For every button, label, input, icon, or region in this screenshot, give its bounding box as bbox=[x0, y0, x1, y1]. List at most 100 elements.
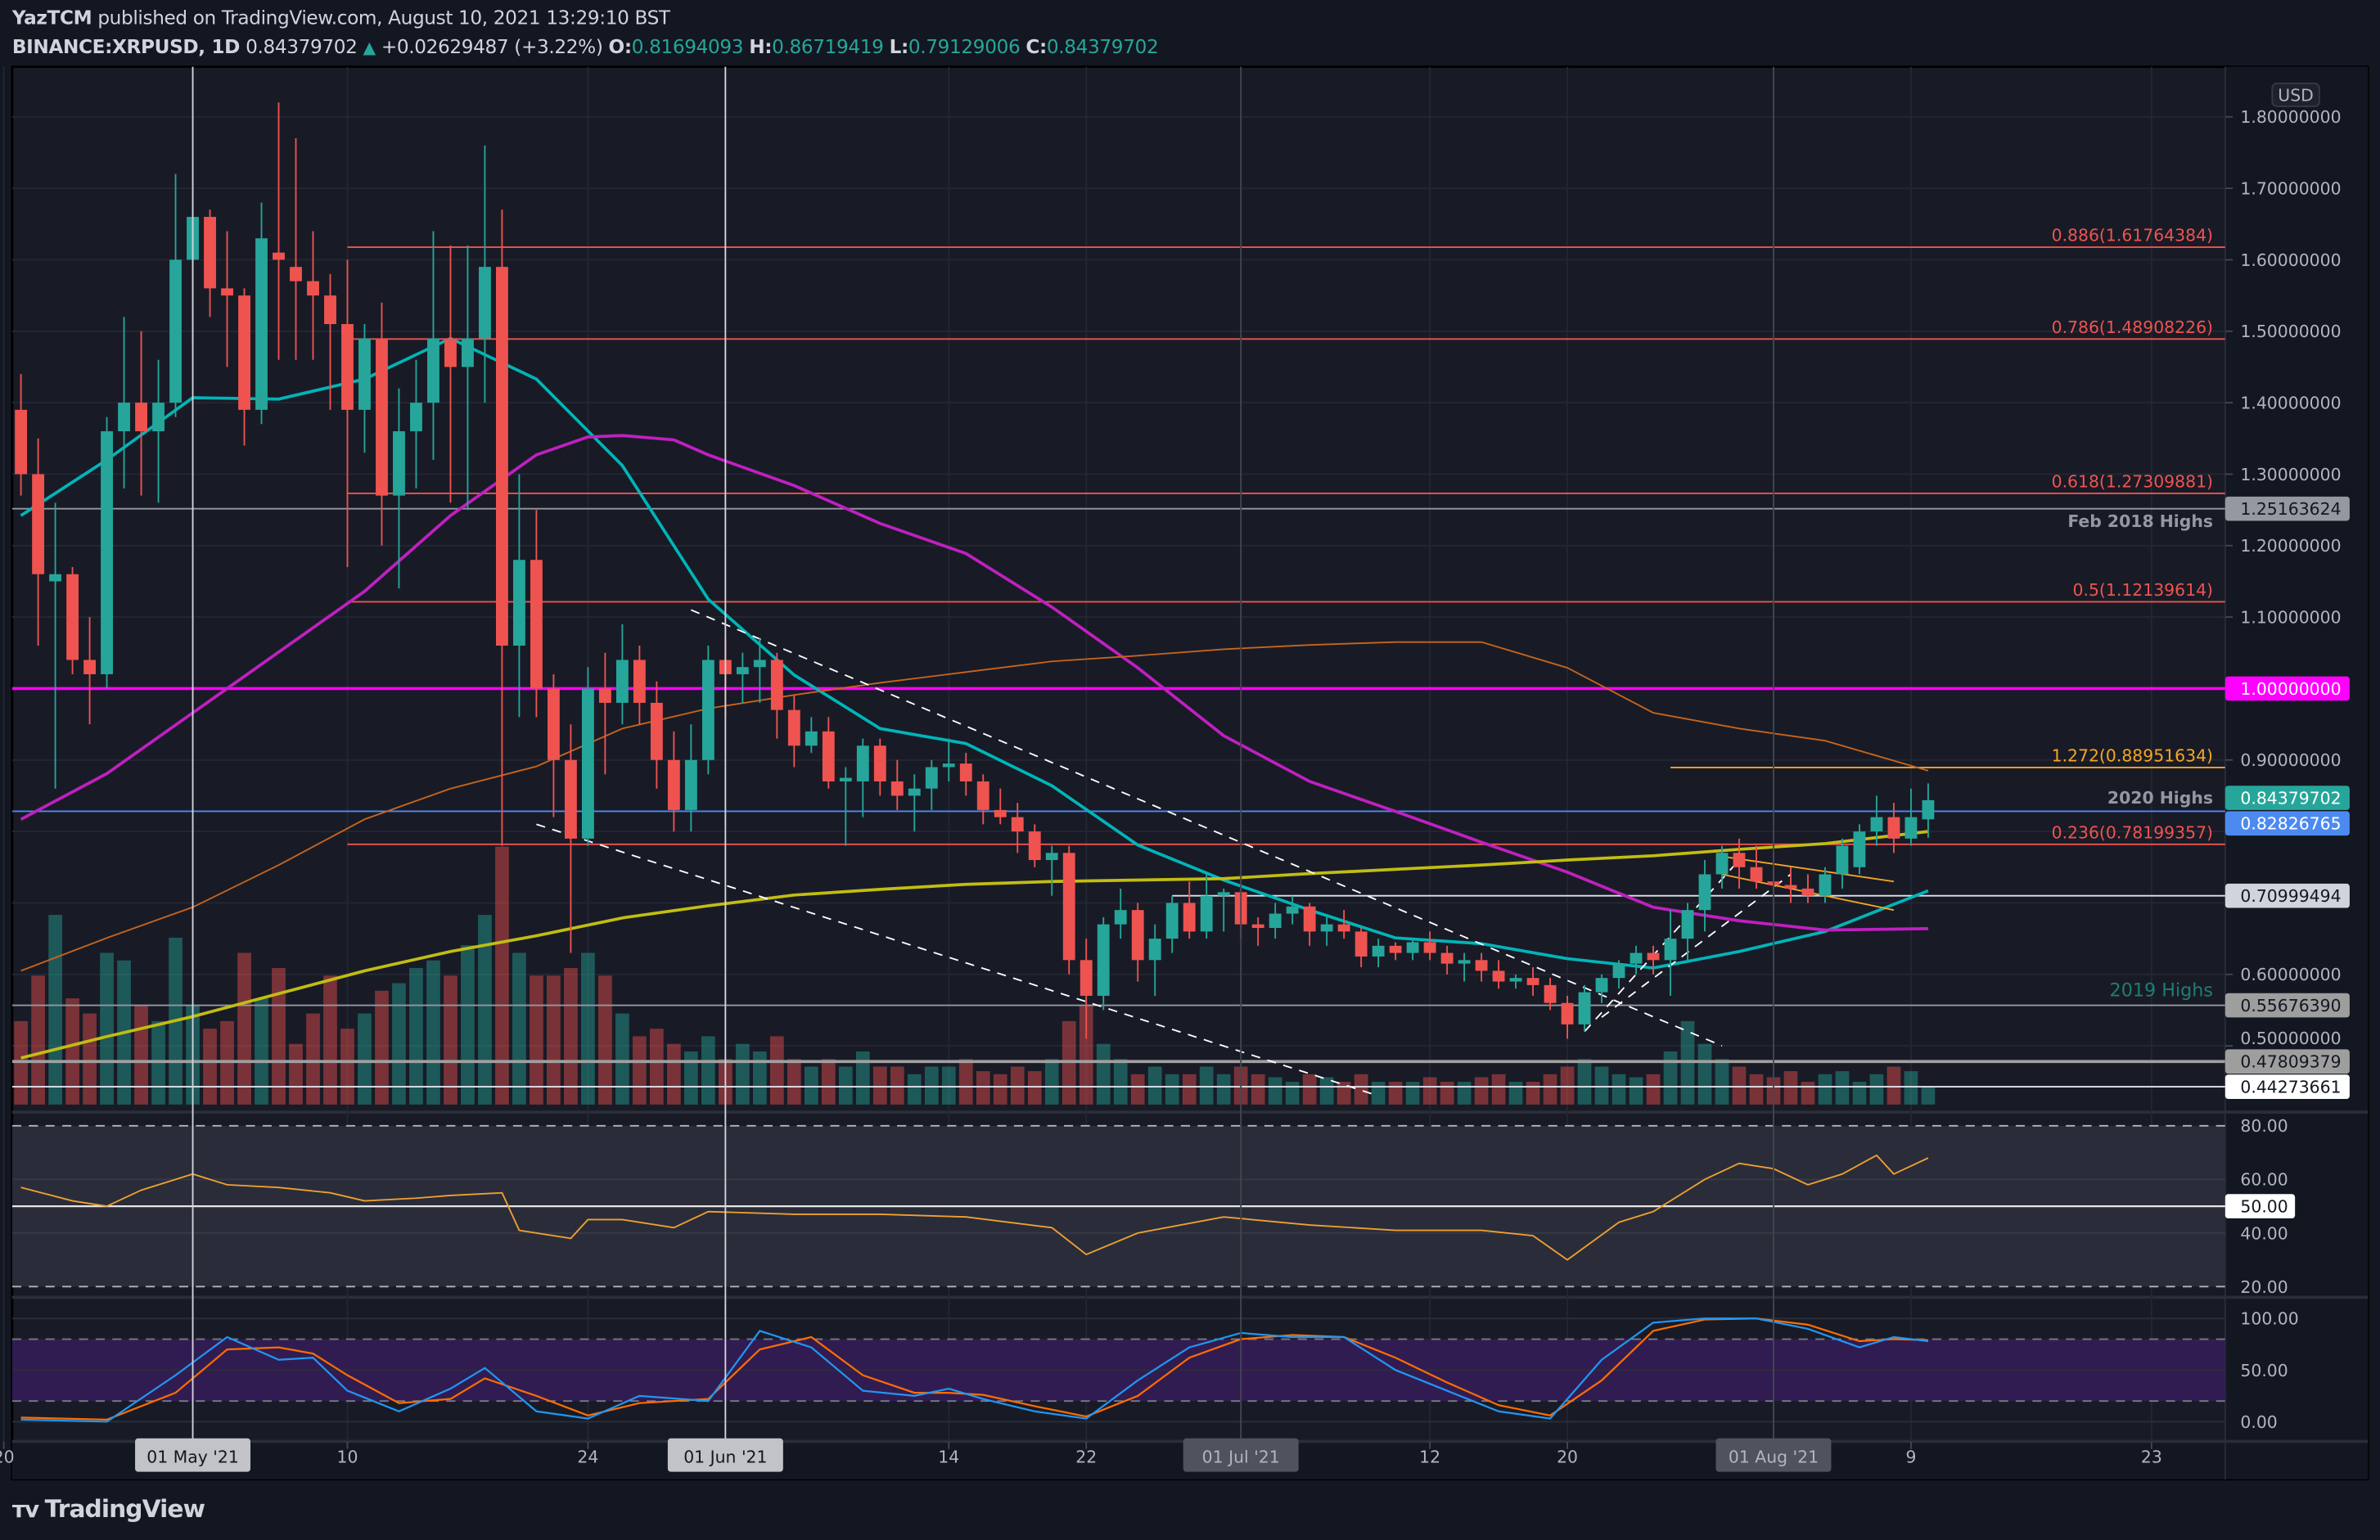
candle bbox=[1681, 903, 1694, 961]
candle-body bbox=[1629, 952, 1643, 964]
volume-bar bbox=[1491, 1074, 1506, 1105]
volume-bar bbox=[1869, 1074, 1884, 1105]
candle bbox=[427, 231, 439, 460]
candle bbox=[15, 374, 28, 496]
price-badge-label: 0.84379702 bbox=[2240, 788, 2341, 808]
candle bbox=[444, 245, 457, 503]
candle-body bbox=[1114, 910, 1127, 925]
price-pane: 0.886(1.61764384) 0.786(1.48908226) 0.618(… bbox=[11, 102, 2225, 1105]
volume-bar bbox=[598, 975, 612, 1105]
up-arrow-icon: ▲ bbox=[363, 38, 376, 58]
candle-body bbox=[1836, 845, 1849, 875]
candle-body bbox=[1372, 945, 1385, 957]
candle-body bbox=[925, 767, 938, 789]
candle-body bbox=[358, 338, 371, 410]
symbol-interval[interactable]: BINANCE:XRPUSD, 1D bbox=[11, 34, 241, 58]
rsi-tick-label: 60.00 bbox=[2240, 1170, 2288, 1190]
stoch-d-line bbox=[20, 1317, 1928, 1421]
volume-bar bbox=[615, 1013, 629, 1105]
volume-bar bbox=[1027, 1071, 1042, 1105]
volume-bar bbox=[1147, 1066, 1162, 1105]
candle-body bbox=[959, 763, 972, 781]
volume-bar bbox=[633, 1036, 647, 1105]
volume-bar bbox=[1818, 1074, 1832, 1105]
trendline[interactable] bbox=[536, 823, 1379, 1097]
candle-body bbox=[890, 781, 904, 796]
candle-body bbox=[701, 660, 714, 760]
candle bbox=[376, 302, 388, 546]
candle bbox=[1286, 895, 1299, 925]
candle-body bbox=[805, 731, 818, 746]
moving-average-ma200 bbox=[20, 830, 1929, 1060]
candle-body bbox=[839, 777, 852, 781]
price-badge bbox=[2224, 496, 2350, 521]
candle-body bbox=[427, 338, 439, 403]
time-tick-label: 24 bbox=[577, 1447, 598, 1466]
candle-body bbox=[1870, 817, 1883, 832]
currency-button[interactable] bbox=[2271, 83, 2320, 107]
volume-bar bbox=[735, 1043, 750, 1105]
high-label: H: bbox=[749, 34, 773, 58]
candle bbox=[1183, 881, 1196, 939]
candle bbox=[238, 288, 250, 446]
volume-bar bbox=[1886, 1066, 1901, 1105]
last-price: 0.84379702 bbox=[246, 34, 358, 58]
volume-bar bbox=[1096, 1043, 1111, 1105]
candle-body bbox=[1320, 924, 1333, 932]
volume-bar bbox=[306, 1013, 320, 1105]
tradingview-logo-icon: ᴛᴠ bbox=[11, 1495, 39, 1523]
price-tick-label: 1.40000000 bbox=[2240, 394, 2341, 413]
publish-info: YazTCM published on TradingView.com, Aug… bbox=[12, 6, 670, 29]
candle-body bbox=[1337, 924, 1350, 932]
volume-bar bbox=[426, 960, 440, 1105]
candle bbox=[547, 673, 560, 817]
volume-bar bbox=[1560, 1066, 1575, 1105]
volume-bar bbox=[1611, 1074, 1626, 1105]
stoch-tick-label: 0.00 bbox=[2240, 1412, 2277, 1432]
candle-body bbox=[994, 809, 1007, 817]
candle bbox=[615, 624, 629, 725]
time-tick-label: 01 Jun '21 bbox=[683, 1447, 767, 1466]
candle bbox=[1251, 916, 1264, 946]
candle-body bbox=[1165, 903, 1179, 939]
trendline[interactable] bbox=[691, 609, 1723, 1047]
time-tick-label: 20 bbox=[0, 1447, 15, 1466]
candle bbox=[1647, 945, 1660, 975]
author-name[interactable]: YazTCM bbox=[11, 6, 92, 29]
candle bbox=[358, 324, 371, 453]
candle-body bbox=[15, 409, 28, 475]
close-label: C: bbox=[1025, 34, 1047, 58]
candle bbox=[1028, 824, 1041, 867]
candle-body bbox=[169, 259, 182, 403]
candle bbox=[221, 231, 233, 367]
candle-body bbox=[1647, 952, 1660, 961]
candle bbox=[1904, 788, 1918, 846]
volume-bar bbox=[1354, 1074, 1368, 1105]
candle-body bbox=[856, 745, 869, 781]
volume-bar bbox=[1182, 1074, 1197, 1105]
trendline[interactable] bbox=[1601, 873, 1792, 1018]
candle-body bbox=[1097, 924, 1110, 996]
candle-body bbox=[238, 295, 250, 410]
candle bbox=[1870, 795, 1883, 846]
candle-body bbox=[324, 295, 336, 325]
candle-body bbox=[1492, 970, 1505, 982]
time-label-box bbox=[1715, 1438, 1832, 1472]
candle-body bbox=[32, 474, 45, 574]
tradingview-logo[interactable]: ᴛᴠ TradingView bbox=[12, 1494, 205, 1523]
candle bbox=[684, 724, 697, 832]
candle-body bbox=[753, 660, 766, 668]
trendline[interactable] bbox=[1721, 855, 1895, 883]
currency-label: USD bbox=[2278, 85, 2314, 105]
volume-bar bbox=[752, 1051, 767, 1105]
candle bbox=[204, 209, 216, 317]
candle-body bbox=[1148, 939, 1161, 961]
candle bbox=[1750, 845, 1763, 889]
candle bbox=[1080, 939, 1093, 1039]
volume-bar bbox=[375, 990, 389, 1105]
trendline[interactable] bbox=[1584, 859, 1740, 1033]
volume-bar bbox=[1044, 1059, 1059, 1105]
volume-bar bbox=[993, 1074, 1007, 1105]
stoch-tick-label: 50.00 bbox=[2240, 1361, 2288, 1380]
